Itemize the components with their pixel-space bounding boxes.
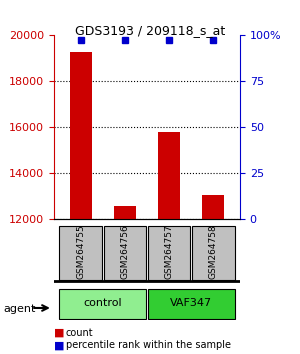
Text: ■: ■ (54, 340, 64, 350)
Text: VAF347: VAF347 (170, 298, 212, 308)
Text: percentile rank within the sample: percentile rank within the sample (66, 340, 231, 350)
Bar (202, 195, 224, 219)
Text: GSM264755: GSM264755 (76, 224, 85, 279)
FancyBboxPatch shape (103, 226, 146, 280)
Bar (114, 206, 136, 219)
Text: GSM264756: GSM264756 (120, 224, 129, 279)
FancyBboxPatch shape (148, 289, 235, 319)
FancyBboxPatch shape (59, 226, 102, 280)
Text: GDS3193 / 209118_s_at: GDS3193 / 209118_s_at (75, 24, 225, 36)
Text: ■: ■ (54, 328, 64, 338)
Bar (158, 132, 180, 219)
FancyBboxPatch shape (59, 289, 146, 319)
FancyBboxPatch shape (148, 226, 190, 280)
FancyBboxPatch shape (192, 226, 235, 280)
Text: count: count (66, 328, 94, 338)
Text: control: control (83, 298, 122, 308)
Text: GSM264758: GSM264758 (209, 224, 218, 279)
Text: GSM264757: GSM264757 (165, 224, 174, 279)
Bar (70, 51, 92, 219)
Text: agent: agent (3, 304, 35, 314)
